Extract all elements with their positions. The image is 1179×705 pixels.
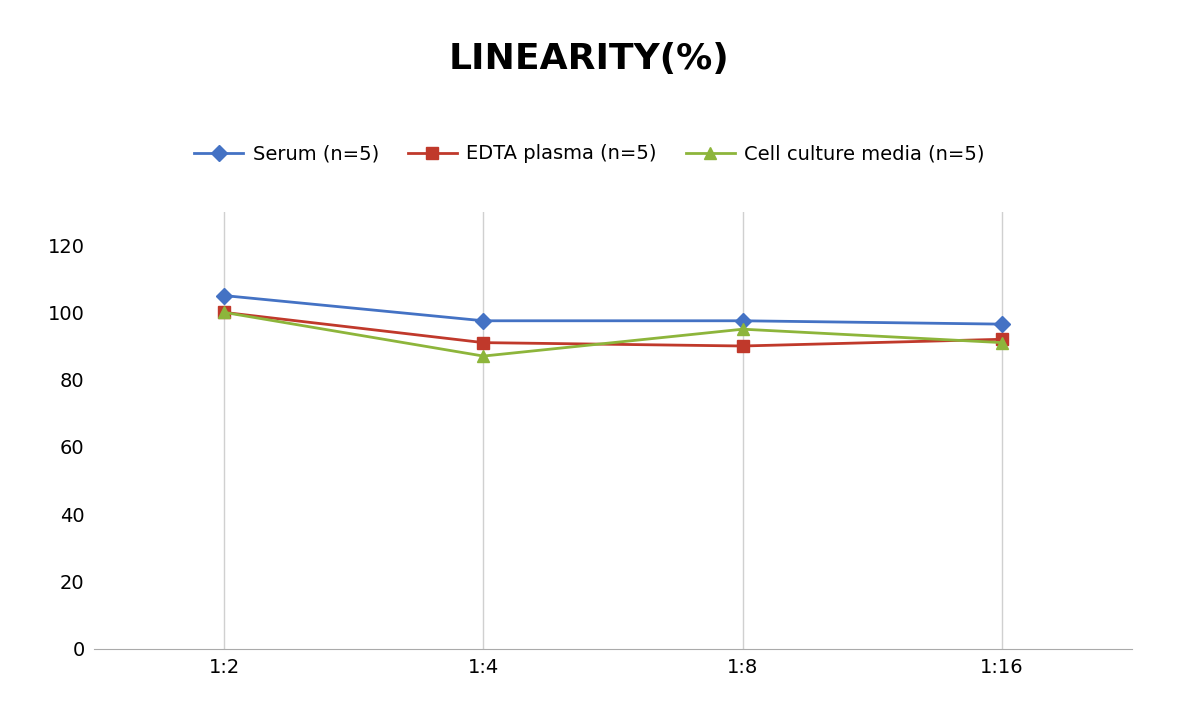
Cell culture media (n=5) (736, 325, 750, 333)
Cell culture media (n=5) (995, 338, 1009, 347)
EDTA plasma (n=5) (995, 335, 1009, 343)
EDTA plasma (n=5) (217, 308, 231, 317)
Serum (n=5) (995, 320, 1009, 329)
Line: Serum (n=5): Serum (n=5) (218, 290, 1008, 330)
Cell culture media (n=5) (217, 308, 231, 317)
Serum (n=5) (736, 317, 750, 325)
Line: Cell culture media (n=5): Cell culture media (n=5) (218, 307, 1008, 362)
EDTA plasma (n=5) (476, 338, 490, 347)
Serum (n=5) (217, 291, 231, 300)
Serum (n=5) (476, 317, 490, 325)
Legend: Serum (n=5), EDTA plasma (n=5), Cell culture media (n=5): Serum (n=5), EDTA plasma (n=5), Cell cul… (186, 137, 993, 171)
Line: EDTA plasma (n=5): EDTA plasma (n=5) (218, 307, 1008, 352)
EDTA plasma (n=5) (736, 342, 750, 350)
Text: LINEARITY(%): LINEARITY(%) (449, 42, 730, 76)
Cell culture media (n=5) (476, 352, 490, 360)
